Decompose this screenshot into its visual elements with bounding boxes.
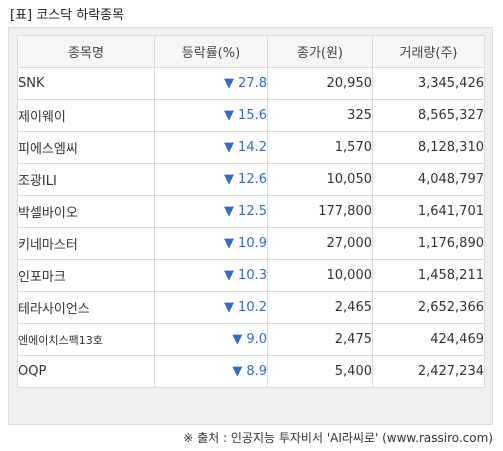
volume-cell: 1,641,701: [372, 195, 485, 228]
page-title: [표] 코스닥 하락종목: [10, 8, 125, 23]
volume-cell: 1,176,890: [372, 227, 485, 260]
down-triangle-icon: ▼: [224, 76, 235, 91]
down-triangle-icon: ▼: [224, 300, 235, 315]
close-price-cell: 2,475: [267, 323, 373, 356]
down-triangle-icon: ▼: [224, 236, 235, 251]
header-close-price: 종가(원): [267, 35, 373, 68]
close-price-cell: 325: [267, 99, 373, 132]
change-rate-value: 8.9: [246, 364, 267, 379]
change-rate-value: 9.0: [246, 332, 267, 347]
change-rate-cell: ▼ 14.2: [154, 131, 268, 164]
stock-name-cell: SNK: [17, 67, 155, 100]
change-rate-cell: ▼ 12.6: [154, 163, 268, 196]
table-header-row: 종목명 등락률(%) 종가(원) 거래량(주): [17, 35, 485, 68]
change-rate-value: 10.2: [238, 300, 267, 315]
stock-name-cell: 키네마스터: [17, 227, 155, 260]
header-volume: 거래량(주): [372, 35, 485, 68]
table-row: SNK ▼ 27.8 20,950 3,345,426: [17, 67, 485, 100]
stock-name-cell: 제이웨이: [17, 99, 155, 132]
change-rate-value: 10.9: [238, 236, 267, 251]
change-rate-value: 12.5: [238, 204, 267, 219]
change-rate-cell: ▼ 10.9: [154, 227, 268, 260]
stock-name-cell: 인포마크: [17, 259, 155, 292]
down-triangle-icon: ▼: [224, 172, 235, 187]
change-rate-value: 10.3: [238, 268, 267, 283]
close-price-cell: 20,950: [267, 67, 373, 100]
stock-name-cell: 엔에이치스팩13호: [17, 323, 155, 356]
change-rate-cell: ▼ 10.2: [154, 291, 268, 324]
change-rate-cell: ▼ 9.0: [154, 323, 268, 356]
table-row: 피에스엠씨 ▼ 14.2 1,570 8,128,310: [17, 131, 485, 164]
down-triangle-icon: ▼: [224, 108, 235, 123]
down-triangle-icon: ▼: [224, 204, 235, 219]
change-rate-value: 14.2: [238, 140, 267, 155]
source-note: ※ 출처 : 인공지능 투자비서 'AI라씨로' (www.rassiro.co…: [183, 431, 493, 445]
table-row: 조광ILI ▼ 12.6 10,050 4,048,797: [17, 163, 485, 196]
close-price-cell: 5,400: [267, 355, 373, 388]
change-rate-cell: ▼ 10.3: [154, 259, 268, 292]
stock-name-cell: 피에스엠씨: [17, 131, 155, 164]
change-rate-value: 15.6: [238, 108, 267, 123]
volume-cell: 2,427,234: [372, 355, 485, 388]
table-row: 박셀바이오 ▼ 12.5 177,800 1,641,701: [17, 195, 485, 228]
table-frame: 종목명 등락률(%) 종가(원) 거래량(주) SNK ▼ 27.8 20,950 3,…: [8, 27, 493, 425]
close-price-cell: 1,570: [267, 131, 373, 164]
volume-cell: 424,469: [372, 323, 485, 356]
stock-name-cell: 박셀바이오: [17, 195, 155, 228]
stock-name-cell: OQP: [17, 355, 155, 388]
close-price-cell: 177,800: [267, 195, 373, 228]
change-rate-value: 27.8: [238, 76, 267, 91]
table-row: 제이웨이 ▼ 15.6 325 8,565,327: [17, 99, 485, 132]
table-row: 키네마스터 ▼ 10.9 27,000 1,176,890: [17, 227, 485, 260]
volume-cell: 4,048,797: [372, 163, 485, 196]
change-rate-cell: ▼ 8.9: [154, 355, 268, 388]
down-triangle-icon: ▼: [232, 332, 243, 347]
volume-cell: 3,345,426: [372, 67, 485, 100]
change-rate-cell: ▼ 27.8: [154, 67, 268, 100]
close-price-cell: 10,050: [267, 163, 373, 196]
table-row: 인포마크 ▼ 10.3 10,000 1,458,211: [17, 259, 485, 292]
volume-cell: 1,458,211: [372, 259, 485, 292]
close-price-cell: 2,465: [267, 291, 373, 324]
volume-cell: 2,652,366: [372, 291, 485, 324]
table-row: OQP ▼ 8.9 5,400 2,427,234: [17, 355, 485, 388]
volume-cell: 8,565,327: [372, 99, 485, 132]
down-triangle-icon: ▼: [224, 140, 235, 155]
close-price-cell: 27,000: [267, 227, 373, 260]
table-row: 테라사이언스 ▼ 10.2 2,465 2,652,366: [17, 291, 485, 324]
change-rate-cell: ▼ 12.5: [154, 195, 268, 228]
close-price-cell: 10,000: [267, 259, 373, 292]
change-rate-value: 12.6: [238, 172, 267, 187]
stock-name-cell: 조광ILI: [17, 163, 155, 196]
down-triangle-icon: ▼: [224, 268, 235, 283]
table-body: SNK ▼ 27.8 20,950 3,345,426 제이웨이 ▼ 15.6 325 8,565…: [17, 67, 485, 388]
header-stock-name: 종목명: [17, 35, 155, 68]
change-rate-cell: ▼ 15.6: [154, 99, 268, 132]
stock-name-cell: 테라사이언스: [17, 291, 155, 324]
down-triangle-icon: ▼: [232, 364, 243, 379]
decliners-table: 종목명 등락률(%) 종가(원) 거래량(주) SNK ▼ 27.8 20,950 3,…: [17, 35, 485, 388]
volume-cell: 8,128,310: [372, 131, 485, 164]
table-row: 엔에이치스팩13호 ▼ 9.0 2,475 424,469: [17, 323, 485, 356]
header-change-rate: 등락률(%): [154, 35, 268, 68]
